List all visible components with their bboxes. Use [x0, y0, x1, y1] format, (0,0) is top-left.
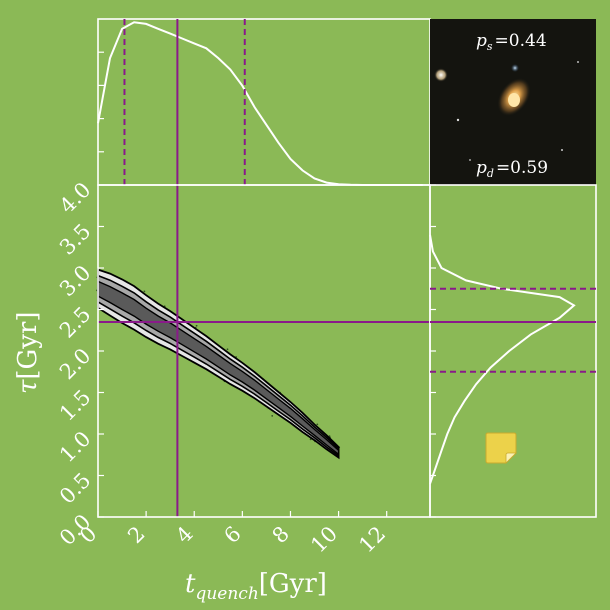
- galaxy-thumbnail: ps =0.44 pd =0.59: [430, 19, 596, 185]
- x-axis-label: tquench[Gyr]: [185, 569, 327, 604]
- tau-marginal-panel: [429, 184, 597, 518]
- scatter-point: [271, 415, 274, 417]
- tau-marginal-frame: [429, 184, 597, 518]
- note-icon[interactable]: [485, 432, 517, 464]
- scatter-point: [226, 348, 229, 351]
- pd-label: pd =0.59: [476, 158, 548, 180]
- contour-inner: [97, 280, 340, 456]
- tau-marginal-curve: [429, 234, 576, 485]
- scatter-point: [309, 438, 312, 441]
- ps-label: ps =0.44: [476, 31, 547, 53]
- joint-contents: [96, 185, 430, 517]
- y-axis-label: τ[Gyr]: [13, 311, 43, 394]
- scatter-point: [316, 423, 319, 426]
- scatter-point: [195, 324, 198, 327]
- galaxy-image: [434, 61, 579, 161]
- scatter-point: [143, 290, 146, 293]
